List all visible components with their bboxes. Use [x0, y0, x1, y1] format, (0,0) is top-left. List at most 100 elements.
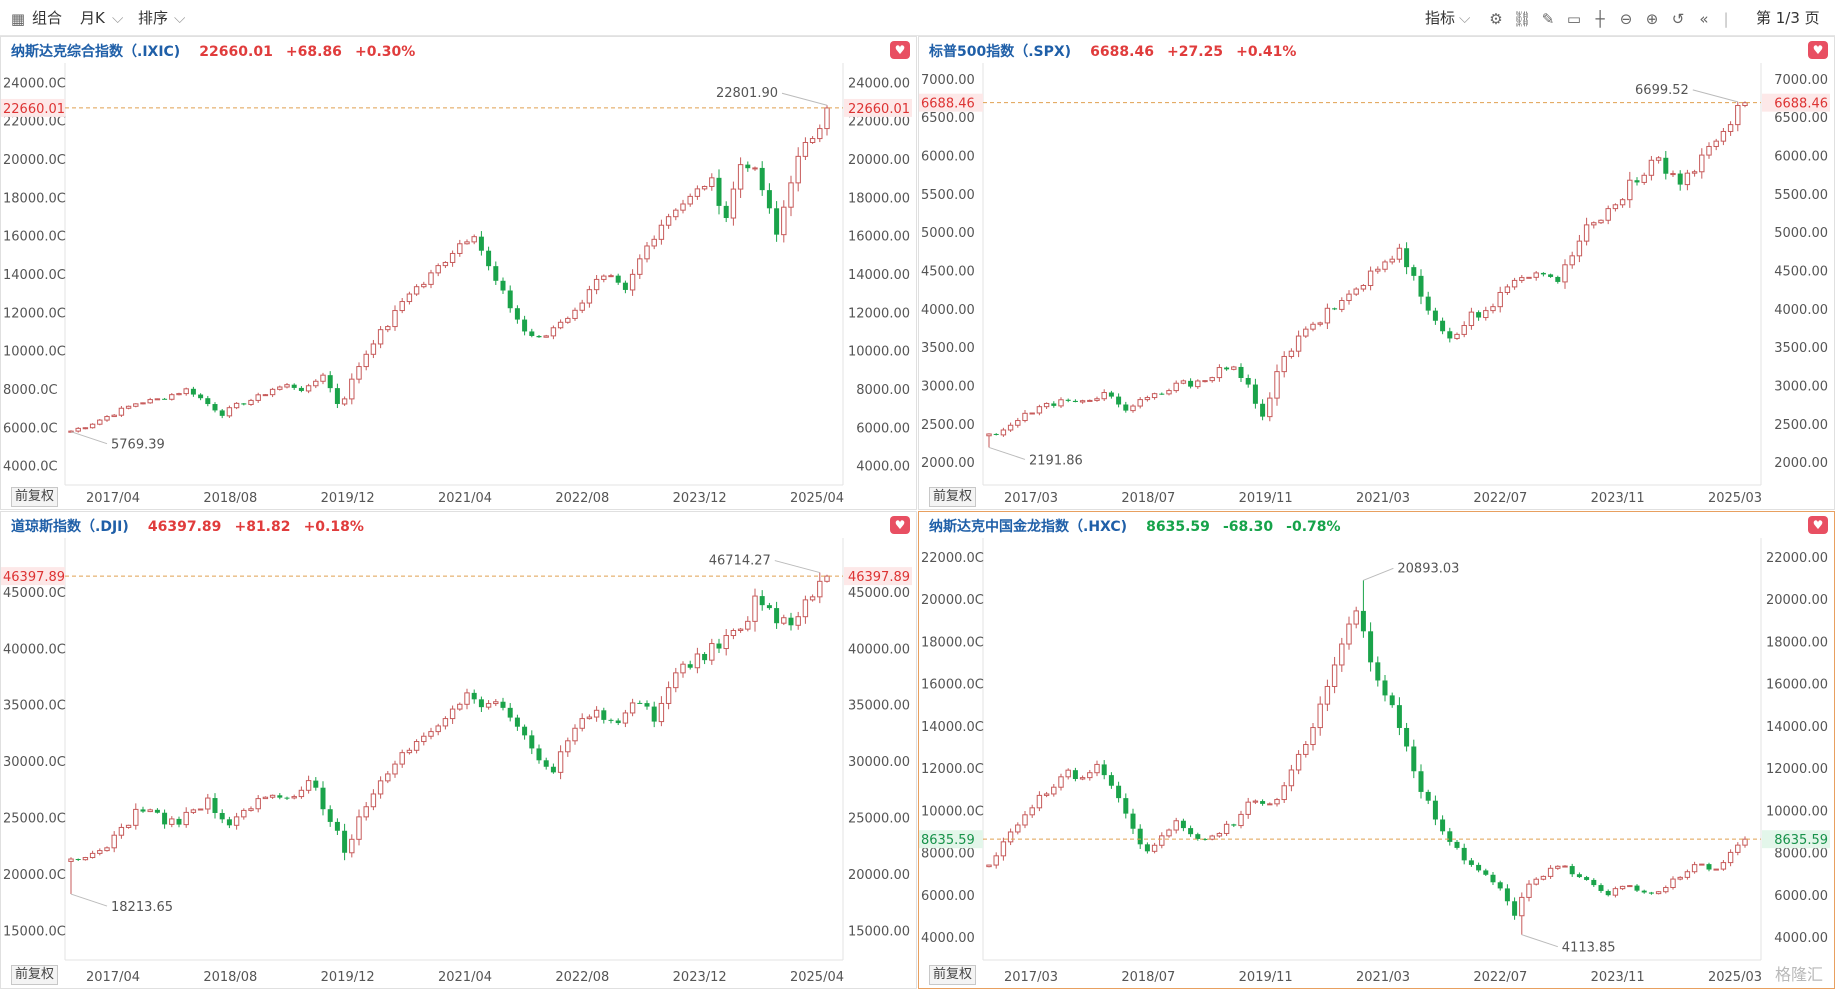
y-tick-label-right: 3000.00 [1774, 379, 1828, 394]
period-select[interactable]: 月K [80, 8, 105, 28]
candle-body [1512, 280, 1516, 286]
y-tick-label-left: 22000.0C [921, 551, 984, 566]
candle-body [1455, 842, 1460, 848]
candle-body [98, 420, 102, 424]
candle-body [472, 237, 476, 242]
candle-body [818, 581, 822, 597]
x-date-label: 2023/11 [1591, 491, 1645, 506]
gear-icon[interactable]: ⚙ [1486, 9, 1506, 29]
candle-body [1311, 728, 1315, 745]
candle-body [76, 428, 80, 431]
candle-body [566, 741, 570, 752]
candle-body [1700, 864, 1704, 865]
y-tick-label-left: 6500.00 [921, 111, 975, 126]
y-tick-label-right: 6000.00 [856, 421, 910, 436]
candle-body [1592, 223, 1596, 225]
message-icon[interactable]: ▭ [1564, 9, 1584, 29]
candle-body [558, 322, 562, 327]
candle-body [1527, 884, 1531, 897]
grid-icon[interactable]: ▦ [8, 9, 28, 29]
candle-body [616, 276, 621, 283]
candle-body [299, 388, 304, 391]
candle-body [1354, 611, 1358, 624]
x-date-label: 2022/07 [1473, 491, 1527, 506]
candle-body [1296, 336, 1300, 351]
chart-panel-hxc[interactable]: 纳斯达克中国金龙指数（.HXC) 8635.59 -68.30 -0.78% ♥… [918, 511, 1835, 989]
candle-body [1649, 892, 1654, 893]
chart-panel-spx[interactable]: 标普500指数（.SPX) 6688.46 +27.25 +0.41% ♥ 前复… [918, 36, 1835, 510]
candle-body [1016, 825, 1020, 832]
candle-body [170, 395, 174, 400]
candle-body [1181, 381, 1185, 383]
candle-body [1088, 400, 1092, 401]
candle-body [134, 809, 138, 825]
candle-body [1714, 141, 1718, 146]
candle-body [1642, 175, 1646, 182]
candle-body [1253, 801, 1257, 802]
candle-body [1008, 425, 1012, 430]
y-tick-label-left: 25000.0C [3, 812, 66, 827]
y-tick-label-left: 5000.00 [921, 226, 975, 241]
candle-body [1606, 891, 1611, 895]
candle-body [1397, 705, 1402, 728]
candle-body [1707, 864, 1712, 869]
y-tick-label-left: 16000.0C [3, 230, 66, 245]
x-date-label: 2025/04 [790, 970, 844, 985]
current-price-tag-right: 46397.89 [848, 570, 910, 585]
candle-body [1318, 704, 1322, 727]
candle-body [1728, 852, 1732, 862]
candle-body [652, 707, 657, 722]
double-left-icon[interactable]: « [1694, 9, 1714, 29]
combo-button[interactable]: 组合 [32, 8, 62, 28]
x-date-label: 2022/08 [555, 491, 609, 506]
zoom-in-icon[interactable]: ⊕ [1642, 9, 1662, 29]
pen-icon[interactable]: ✎ [1538, 9, 1558, 29]
low-leader-line [71, 894, 107, 906]
chevron-down-icon[interactable]: ⌵ [1459, 8, 1470, 28]
undo-icon[interactable]: ↺ [1668, 9, 1688, 29]
chevron-down-icon[interactable]: ⌵ [112, 8, 123, 28]
candle-body [1224, 824, 1228, 833]
candle-body [825, 108, 829, 129]
candle-body [760, 596, 765, 605]
crosshair-icon[interactable]: ┼ [1590, 9, 1610, 29]
candle-body [1116, 397, 1121, 405]
chevron-down-icon[interactable]: ⌵ [174, 8, 185, 28]
candle-body [364, 807, 368, 817]
candle-body [1570, 866, 1575, 874]
candle-body [1131, 814, 1136, 829]
candle-body [1570, 256, 1574, 265]
y-tick-label-right: 3500.00 [1774, 341, 1828, 356]
candle-body [1714, 869, 1718, 870]
sort-select[interactable]: 排序 [138, 8, 168, 28]
candle-body [126, 406, 130, 408]
candle-body [1167, 830, 1171, 836]
link-icon[interactable]: ⛓ [1512, 9, 1532, 29]
candle-body [1700, 155, 1704, 172]
candle-body [1080, 778, 1084, 779]
y-tick-label-left: 4000.00 [921, 931, 975, 946]
candle-body [1246, 378, 1251, 385]
candle-body [1692, 172, 1696, 173]
candle-body [1678, 174, 1683, 185]
candle-body [1008, 832, 1012, 842]
candle-body [263, 395, 267, 396]
indicator-select[interactable]: 指标 [1425, 8, 1455, 28]
chart-panel-dji[interactable]: 道琼斯指数（.DJI) 46397.89 +81.82 +0.18% ♥ 前复权… [0, 511, 917, 989]
candle-body [1426, 792, 1431, 801]
candle-body [1095, 764, 1099, 772]
candle-body [1728, 125, 1732, 132]
candle-body [1685, 173, 1689, 184]
y-tick-label-left: 7000.00 [921, 73, 975, 88]
candle-body [1174, 821, 1178, 830]
chart-panel-ixic[interactable]: 纳斯达克综合指数（.IXIC) 22660.01 +68.86 +0.30% ♥… [0, 36, 917, 510]
current-price-tag-right: 8635.59 [1774, 833, 1828, 848]
y-tick-label-right: 8000.00 [1774, 847, 1828, 862]
candle-body [1116, 786, 1121, 798]
zoom-out-icon[interactable]: ⊖ [1616, 9, 1636, 29]
candle-body [1577, 241, 1581, 256]
